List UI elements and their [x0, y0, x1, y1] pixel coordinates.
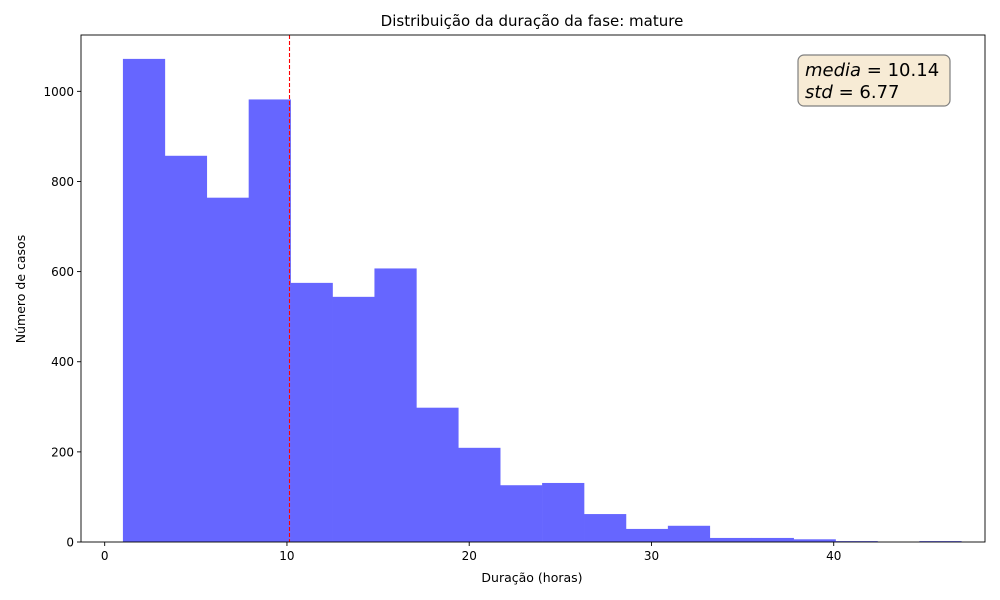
histogram-bar — [667, 525, 711, 542]
y-axis-ticks: 0 200 400 600 800 1000 — [43, 85, 81, 550]
stats-std-name: std — [805, 82, 833, 103]
x-tick-label: 20 — [462, 549, 477, 563]
histogram-bar — [164, 155, 208, 542]
x-tick-label: 0 — [101, 549, 109, 563]
histogram-bars — [122, 58, 962, 542]
histogram-bar — [793, 539, 836, 542]
stats-annotation-box: media = 10.14 std = 6.77 — [797, 54, 951, 107]
y-tick-label: 0 — [66, 536, 74, 550]
stats-mean-line: media = 10.14 — [805, 60, 939, 81]
histogram-bar — [374, 268, 417, 542]
histogram-bar — [542, 482, 585, 542]
histogram-bar — [709, 537, 753, 542]
chart-title: Distribuição da duração da fase: mature — [381, 12, 684, 30]
y-tick-label: 1000 — [43, 85, 74, 99]
histogram-bar — [835, 541, 878, 542]
y-tick-label: 400 — [51, 355, 74, 369]
y-axis-label: Número de casos — [13, 235, 28, 343]
histogram-bar — [332, 296, 375, 542]
x-tick-label: 40 — [826, 549, 841, 563]
histogram-bar — [290, 282, 333, 542]
y-tick-label: 200 — [51, 445, 74, 459]
stats-std-value: 6.77 — [859, 82, 899, 103]
x-axis-ticks: 0 10 20 30 40 — [101, 542, 841, 563]
histogram-bar — [625, 528, 669, 542]
plot-frame — [80, 34, 986, 543]
histogram-bar — [584, 514, 627, 542]
histogram-bar — [122, 58, 166, 542]
x-tick-label: 30 — [644, 549, 659, 563]
histogram-bar — [206, 197, 249, 542]
stats-mean-name: media — [805, 60, 861, 81]
histogram-bar — [751, 537, 794, 542]
x-axis-label: Duração (horas) — [481, 570, 582, 585]
x-tick-label: 10 — [279, 549, 294, 563]
histogram-bar — [919, 541, 962, 542]
stats-mean-value: 10.14 — [888, 60, 940, 81]
histogram-bar — [248, 99, 291, 542]
stats-std-line: std = 6.77 — [805, 82, 899, 103]
y-tick-label: 600 — [51, 265, 74, 279]
y-tick-label: 800 — [51, 175, 74, 189]
histogram-bar — [500, 485, 543, 542]
histogram-bar — [416, 407, 459, 542]
histogram-bar — [458, 447, 501, 542]
stats-box-background — [797, 54, 951, 107]
